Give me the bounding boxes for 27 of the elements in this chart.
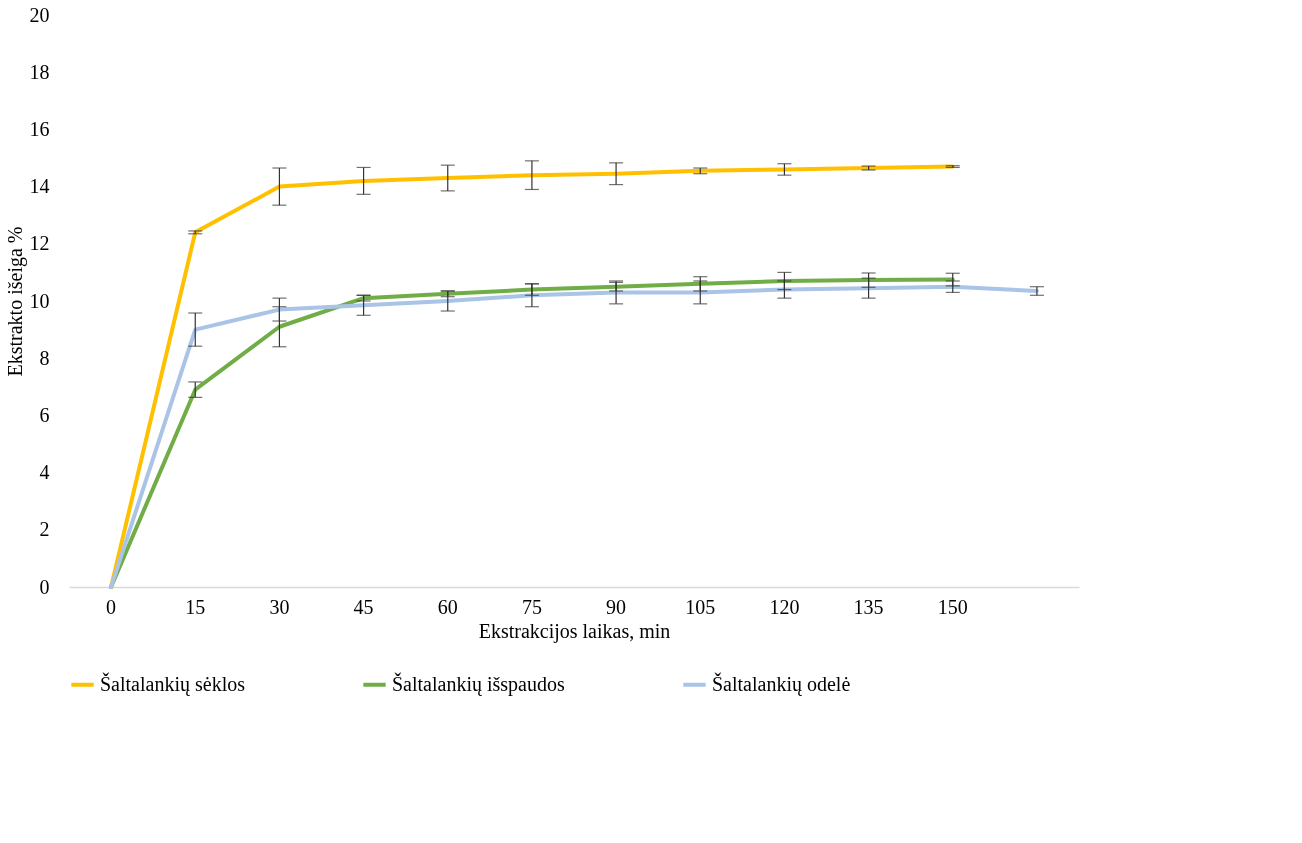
x-axis-title: Ekstrakcijos laikas, min bbox=[478, 619, 671, 643]
y-tick-label: 14 bbox=[29, 175, 50, 198]
legend-label: Šaltalankių išspaudos bbox=[392, 671, 565, 696]
x-tick-label: 105 bbox=[685, 595, 716, 618]
y-tick-label: 4 bbox=[39, 461, 50, 484]
y-tick-label: 8 bbox=[39, 346, 50, 369]
x-tick-label: 45 bbox=[353, 595, 374, 618]
x-tick-label: 30 bbox=[269, 595, 290, 618]
y-tick-label: 20 bbox=[29, 3, 50, 26]
y-tick-label: 6 bbox=[39, 403, 50, 426]
y-tick-label: 16 bbox=[29, 117, 50, 140]
x-tick-label: 0 bbox=[106, 595, 117, 618]
x-tick-label: 135 bbox=[853, 595, 884, 618]
y-tick-label: 18 bbox=[29, 60, 50, 83]
y-tick-label: 12 bbox=[29, 232, 50, 255]
x-tick-label: 150 bbox=[937, 595, 968, 618]
x-tick-label: 120 bbox=[769, 595, 800, 618]
x-tick-label: 60 bbox=[437, 595, 458, 618]
legend-label: Šaltalankių odelė bbox=[712, 671, 851, 696]
x-tick-label: 90 bbox=[606, 595, 627, 618]
y-tick-label: 2 bbox=[39, 518, 50, 541]
legend-label: Šaltalankių sėklos bbox=[100, 671, 246, 696]
y-tick-label: 0 bbox=[39, 575, 50, 598]
x-tick-label: 15 bbox=[185, 595, 206, 618]
y-axis-title: Ekstrakto išeiga % bbox=[3, 226, 27, 377]
y-tick-label: 10 bbox=[29, 289, 50, 312]
x-tick-label: 75 bbox=[521, 595, 542, 618]
